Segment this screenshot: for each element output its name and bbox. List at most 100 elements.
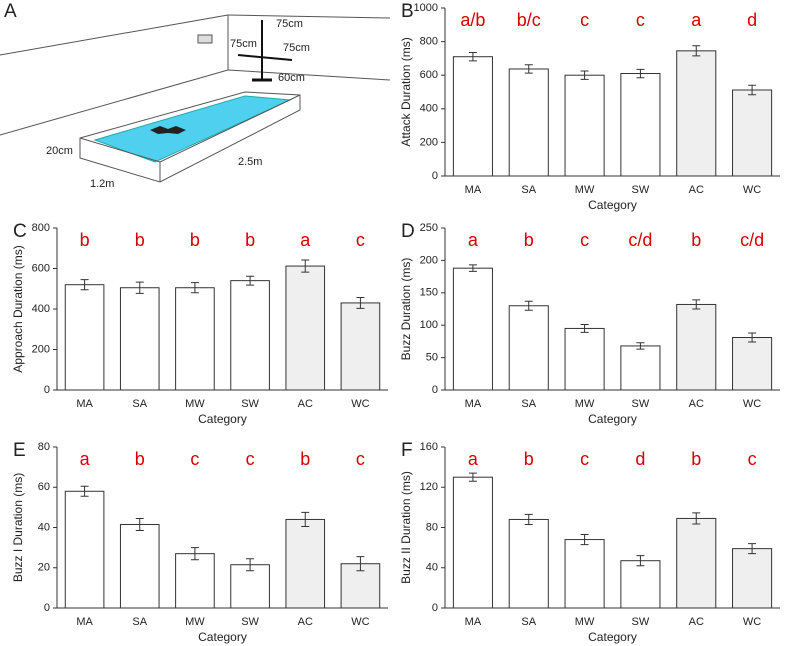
x-tick-label: AC	[298, 398, 313, 410]
error-bar	[135, 517, 144, 532]
x-tick-label: WC	[743, 184, 761, 196]
significance-letter: c	[356, 449, 365, 469]
y-tick-label: 0	[432, 170, 438, 182]
x-tick-label: MA	[465, 398, 482, 410]
significance-letter: a/b	[460, 10, 485, 30]
bar	[230, 280, 270, 391]
significance-letter: b	[245, 230, 255, 250]
x-tick-label: WC	[743, 398, 761, 410]
error-bar	[692, 512, 701, 525]
dimension: 60cm	[278, 72, 305, 84]
error-bar	[692, 299, 701, 310]
panel-label: B	[401, 1, 414, 22]
wall	[227, 69, 391, 81]
error-bar	[636, 68, 645, 79]
bar	[452, 476, 493, 609]
y-tick-label: 200	[420, 254, 438, 266]
y-tick-label: 60	[38, 481, 50, 493]
bar	[119, 287, 160, 391]
significance-letter: a	[691, 10, 702, 30]
significance-letter: b	[524, 449, 534, 469]
y-tick-label: 0	[44, 384, 50, 396]
significance-letter: b	[135, 449, 145, 469]
diagram	[0, 14, 391, 183]
bar	[64, 490, 105, 609]
y-tick-label: 120	[420, 481, 438, 493]
bar	[676, 303, 717, 391]
significance-letter: b	[190, 230, 200, 250]
dimension: 2.5m	[238, 156, 262, 168]
y-tick-label: 800	[32, 222, 50, 234]
significance-letter: c	[356, 230, 365, 250]
dimension: 75cm	[230, 38, 257, 50]
x-tick-label: SA	[521, 398, 536, 410]
dimension: 20cm	[46, 145, 73, 157]
error-bar	[748, 84, 757, 96]
y-tick-label: 160	[420, 441, 438, 453]
significance-letter: c	[580, 449, 589, 469]
x-tick-label: MA	[465, 184, 482, 196]
bar	[64, 284, 105, 391]
bar	[508, 68, 549, 177]
y-tick-label: 20	[38, 562, 50, 574]
x-tick-label: SW	[632, 616, 650, 628]
error-bar	[356, 296, 365, 309]
bar	[175, 553, 215, 609]
stand	[237, 54, 293, 61]
y-axis-label: Attack Duration (ms)	[399, 37, 413, 146]
y-tick-label: 1000	[414, 2, 438, 14]
significance-letter: a	[468, 230, 479, 250]
y-axis-label: Buzz Duration (ms)	[399, 258, 413, 361]
bar	[508, 518, 549, 609]
x-tick-label: AC	[689, 616, 704, 628]
significance-letter: c/d	[740, 230, 764, 250]
significance-letter: c	[580, 10, 589, 30]
x-tick-label: MW	[185, 398, 205, 410]
bar	[340, 302, 381, 391]
x-tick-label: AC	[298, 616, 313, 628]
x-tick-label: MA	[76, 616, 93, 628]
y-tick-label: 0	[44, 602, 50, 614]
error-bar	[580, 70, 589, 80]
x-axis-label: Category	[588, 198, 637, 212]
bar	[285, 265, 326, 391]
bar	[175, 287, 215, 391]
significance-letter: d	[635, 449, 645, 469]
error-bar	[468, 472, 477, 482]
x-tick-label: MA	[465, 616, 482, 628]
dimension: 75cm	[283, 42, 310, 54]
error-bar	[246, 558, 255, 572]
x-tick-label: SW	[632, 184, 650, 196]
error-bar	[636, 555, 645, 567]
wall	[227, 14, 391, 19]
significance-letter: b	[80, 230, 90, 250]
y-tick-label: 80	[38, 441, 50, 453]
x-tick-label: WC	[351, 398, 369, 410]
bar	[732, 89, 773, 177]
x-tick-label: SA	[132, 616, 147, 628]
dimension: 75cm	[276, 18, 303, 30]
x-axis-label: Category	[588, 630, 637, 644]
error-bar	[692, 45, 701, 57]
x-tick-label: AC	[689, 398, 704, 410]
error-bar	[748, 332, 757, 343]
y-tick-label: 40	[426, 562, 438, 574]
x-tick-label: MW	[185, 616, 205, 628]
y-tick-label: 40	[38, 521, 50, 533]
camera	[197, 34, 213, 44]
bar	[732, 548, 773, 609]
x-tick-label: MW	[575, 184, 595, 196]
significance-letter: b	[691, 230, 701, 250]
significance-letter: b	[524, 230, 534, 250]
panel-label: D	[401, 221, 415, 242]
error-bar	[580, 534, 589, 546]
panel-label: C	[13, 221, 27, 242]
x-axis-label: Category	[198, 412, 247, 426]
panel-label: A	[4, 1, 17, 22]
significance-letter: c	[190, 449, 199, 469]
y-tick-label: 600	[32, 262, 50, 274]
bar	[285, 518, 326, 609]
x-tick-label: MA	[76, 398, 93, 410]
bar	[452, 56, 493, 177]
y-tick-label: 0	[432, 384, 438, 396]
